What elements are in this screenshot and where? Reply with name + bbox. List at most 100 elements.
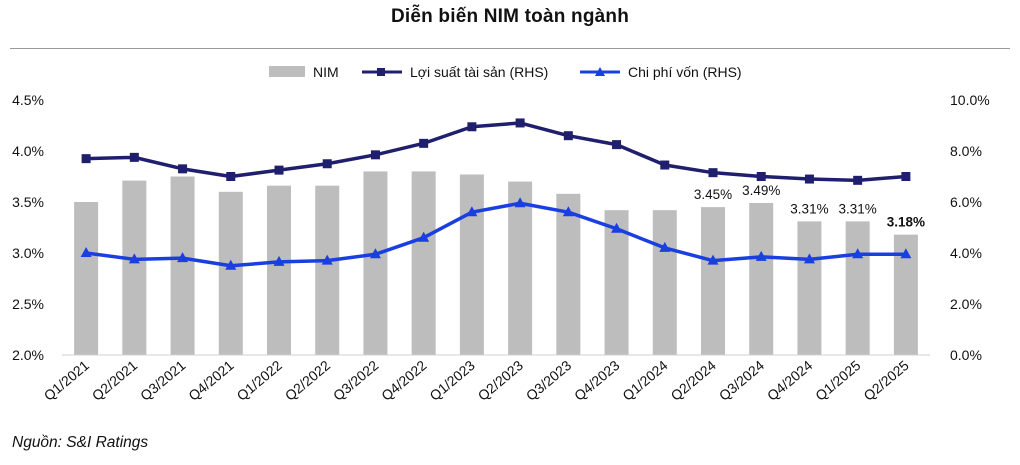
y-right-tick-label: 0.0% <box>950 347 982 363</box>
cost-of-funds-point <box>611 222 623 233</box>
y-left-tick-label: 3.5% <box>12 194 44 210</box>
legend-swatch-nim <box>269 66 305 77</box>
asset-yield-point <box>226 172 236 181</box>
nim-data-label: 3.49% <box>742 183 780 198</box>
cost-of-funds-point <box>273 255 285 266</box>
chart-title: Diễn biến NIM toàn ngành <box>390 6 630 27</box>
nim-bar <box>604 210 629 355</box>
cost-of-funds-point <box>225 259 237 270</box>
nim-bar <box>749 203 774 355</box>
asset-yield-point <box>81 154 91 164</box>
asset-yield-point <box>322 159 332 169</box>
asset-yield-point <box>129 152 139 162</box>
asset-yield-point <box>804 174 814 184</box>
cost-of-funds-point <box>659 241 671 252</box>
cost-of-funds-point <box>803 253 815 264</box>
nim-bar <box>74 202 99 355</box>
cost-of-funds-point <box>852 248 864 259</box>
cost-of-funds-point <box>80 247 92 257</box>
x-tick-label: Q2/2024 <box>667 357 719 404</box>
asset-yield-point <box>756 172 766 181</box>
nim-bar <box>797 221 822 355</box>
x-tick-label: Q2/2021 <box>89 357 141 404</box>
cost-of-funds-point <box>418 231 430 242</box>
x-tick-label: Q2/2025 <box>860 357 912 404</box>
asset-yield-point <box>901 172 911 181</box>
nim-bar <box>556 193 581 355</box>
x-tick-label: Q4/2024 <box>764 357 816 404</box>
asset-yield-point <box>563 131 573 141</box>
y-left-tick-label: 2.0% <box>12 347 44 363</box>
nim-combo-chart: NIM Lợi suất tài sản (RHS) Chi phí vốn (RH… <box>12 64 990 404</box>
y-left-tick-label: 4.5% <box>12 92 44 108</box>
x-tick-label: Q3/2021 <box>137 357 189 404</box>
asset-yield-point <box>467 122 477 132</box>
x-tick-label: Q3/2024 <box>716 357 768 404</box>
nim-bar <box>701 207 725 355</box>
x-tick-label: Q3/2023 <box>523 357 575 404</box>
x-tick-label: Q1/2023 <box>426 357 478 404</box>
cost-of-funds-point <box>707 254 719 265</box>
nim-data-label: 3.45% <box>694 187 732 202</box>
asset-yield-point <box>708 168 718 178</box>
y-right-tick-label: 2.0% <box>950 296 982 312</box>
legend-label-asset-yield: Lợi suất tài sản (RHS) <box>410 64 548 80</box>
x-tick-label: Q1/2024 <box>619 357 671 404</box>
x-tick-label: Q2/2023 <box>475 357 527 404</box>
x-tick-label: Q1/2025 <box>812 357 864 404</box>
title-divider <box>10 48 1010 49</box>
cost-of-funds-point <box>321 254 333 265</box>
asset-yield-point <box>853 175 863 185</box>
cost-of-funds-point <box>755 250 767 261</box>
nim-bar <box>122 180 147 355</box>
legend-marker-cost-of-funds <box>595 67 605 76</box>
y-left-tick-label: 2.5% <box>12 296 44 312</box>
x-tick-label: Q3/2022 <box>330 357 382 404</box>
cost-of-funds-point <box>128 253 140 264</box>
nim-bar <box>363 171 388 355</box>
asset-yield-point <box>515 118 525 128</box>
asset-yield-point <box>178 164 188 174</box>
nim-bar <box>459 174 484 355</box>
nim-data-label: 3.31% <box>790 201 828 216</box>
x-tick-label: Q1/2022 <box>233 357 285 404</box>
y-right-tick-label: 6.0% <box>950 194 982 210</box>
asset-yield-point <box>419 138 429 148</box>
cost-of-funds-point <box>514 197 526 208</box>
x-tick-label: Q4/2021 <box>185 357 237 404</box>
x-tick-label: Q2/2022 <box>282 357 334 404</box>
y-right-tick-label: 8.0% <box>950 143 982 159</box>
y-right-tick-label: 4.0% <box>950 245 982 261</box>
legend-label-cost-of-funds: Chi phí vốn (RHS) <box>628 64 742 80</box>
nim-bar <box>218 191 243 355</box>
asset-yield-point <box>370 150 380 160</box>
cost-of-funds-point <box>177 252 189 263</box>
nim-bar <box>845 221 870 355</box>
nim-bar <box>508 181 533 355</box>
nim-bar <box>652 210 677 355</box>
cost-of-funds-point <box>466 206 478 217</box>
y-right-tick-label: 10.0% <box>950 92 990 108</box>
y-left-tick-label: 4.0% <box>12 143 44 159</box>
cost-of-funds-point <box>562 206 574 217</box>
x-tick-label: Q4/2022 <box>378 357 430 404</box>
nim-bar <box>315 185 340 355</box>
y-left-tick-label: 3.0% <box>12 245 44 261</box>
asset-yield-point <box>660 160 670 170</box>
x-tick-label: Q4/2023 <box>571 357 623 404</box>
asset-yield-line <box>84 121 908 183</box>
source-note: Nguồn: S&I Ratings <box>12 434 149 451</box>
asset-yield-point <box>612 140 622 150</box>
nim-data-label: 3.18% <box>887 215 925 230</box>
legend-marker-asset-yield <box>377 68 385 76</box>
nim-bar <box>170 176 195 355</box>
nim-bar <box>267 185 291 355</box>
nim-data-label: 3.31% <box>839 201 877 216</box>
x-tick-label: Q1/2021 <box>41 357 93 404</box>
legend-label-nim: NIM <box>313 64 339 80</box>
cost-of-funds-line <box>84 201 908 268</box>
cost-of-funds-point <box>369 248 381 259</box>
cost-of-funds-point <box>900 248 912 259</box>
nim-bar <box>411 171 436 355</box>
asset-yield-point <box>274 165 284 175</box>
